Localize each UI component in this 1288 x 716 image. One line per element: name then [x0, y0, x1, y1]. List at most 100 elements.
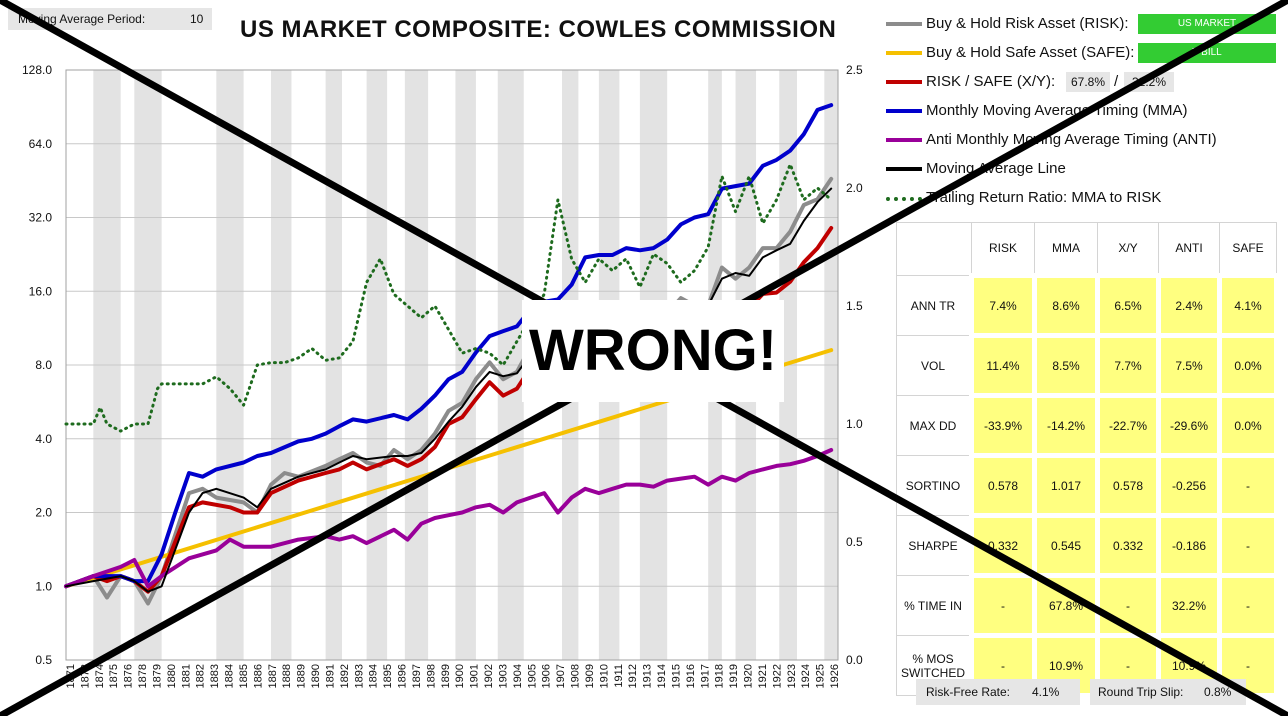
legend-label-anti: Anti Monthly Moving Average Timing (ANTI…	[926, 131, 1217, 148]
x-tick-label: 1889	[296, 664, 308, 688]
x-tick-label: 1895	[382, 664, 394, 688]
y-tick-label: 64.0	[29, 137, 53, 151]
stats-cell: 67.8%	[1032, 573, 1100, 638]
x-tick-label: 1871	[65, 664, 77, 688]
x-tick-label: 1881	[180, 664, 192, 688]
x-tick-label: 1903	[497, 664, 509, 688]
x-tick-label: 1878	[137, 664, 149, 688]
x-tick-label: 1886	[252, 664, 264, 688]
x-tick-label: 1884	[224, 664, 236, 688]
legend-item-ma-line: Moving Average Line	[884, 157, 1284, 181]
x-tick-label: 1914	[656, 664, 668, 688]
stats-header: RISK	[971, 222, 1035, 276]
stats-cell: 32.2%	[1156, 573, 1222, 638]
stats-row: ANN TR 7.4% 8.6% 6.5% 2.4% 4.1%	[896, 273, 1279, 338]
risk-asset-selector[interactable]: US MARKET	[1138, 14, 1276, 34]
x-tick-label: 1918	[714, 664, 726, 688]
stats-cell: -	[1217, 513, 1279, 578]
x-tick-label: 1897	[411, 664, 423, 688]
x-axis-ticks: 1871 1873 1874 1875 1876 1878 1879 1880 1881 1882…	[65, 664, 841, 688]
stats-cell: -14.2%	[1032, 393, 1100, 458]
stats-cell: 0.0%	[1217, 393, 1279, 458]
x-tick-label: 1917	[699, 664, 711, 688]
legend-label-safe: Buy & Hold Safe Asset (SAFE):	[926, 44, 1135, 61]
y2-axis-ticks: 0.0 0.5 1.0 1.5 2.0 2.5	[846, 63, 863, 667]
stats-cell: -	[1095, 573, 1161, 638]
legend-swatch-ma-line	[886, 167, 922, 171]
y-tick-label: 0.5	[35, 653, 52, 667]
legend-label-ma-line: Moving Average Line	[926, 160, 1066, 177]
risk-free-rate-label: Risk-Free Rate:	[926, 685, 1011, 699]
x-tick-label: 1875	[108, 664, 120, 688]
legend-label-risk: Buy & Hold Risk Asset (RISK):	[926, 15, 1129, 32]
y2-tick-label: 1.0	[846, 417, 863, 431]
y-tick-label: 128.0	[22, 63, 52, 77]
stats-cell: -29.6%	[1156, 393, 1222, 458]
safe-weight-field[interactable]: 32.2%	[1124, 72, 1174, 92]
stats-row: VOL 11.4% 8.5% 7.7% 7.5% 0.0%	[896, 333, 1279, 398]
stats-header: X/Y	[1097, 222, 1159, 276]
x-tick-label: 1912	[627, 664, 639, 688]
stats-row-label: ANN TR	[896, 275, 972, 336]
stats-cell: 11.4%	[969, 333, 1037, 398]
round-trip-slip-box: Round Trip Slip: 0.8%	[1090, 679, 1246, 705]
chart-title: US MARKET COMPOSITE: COWLES COMMISSION	[240, 16, 837, 43]
safe-asset-selector[interactable]: T-BILL	[1138, 43, 1276, 63]
stats-cell: 0.0%	[1217, 333, 1279, 398]
stats-corner	[896, 222, 972, 276]
stats-cell: 0.578	[969, 453, 1037, 518]
x-tick-label: 1883	[209, 664, 221, 688]
y-tick-label: 1.0	[35, 579, 52, 593]
stats-row: % TIME IN - 67.8% - 32.2% -	[896, 573, 1279, 638]
stats-header: MMA	[1034, 222, 1098, 276]
x-tick-label: 1876	[123, 664, 135, 688]
stats-cell: 8.5%	[1032, 333, 1100, 398]
stats-row: MAX DD -33.9% -14.2% -22.7% -29.6% 0.0%	[896, 393, 1279, 458]
stats-cell: -	[1217, 573, 1279, 638]
x-tick-label: 1890	[310, 664, 322, 688]
y-tick-label: 16.0	[29, 284, 53, 298]
stats-cell: 4.1%	[1217, 273, 1279, 338]
stats-row-label: MAX DD	[896, 395, 972, 456]
risk-free-rate-value[interactable]: 4.1%	[1032, 685, 1060, 699]
stats-row-label: VOL	[896, 335, 972, 396]
x-tick-label: 1880	[166, 664, 178, 688]
stats-cell: 8.6%	[1032, 273, 1100, 338]
x-tick-label: 1911	[613, 664, 625, 688]
legend-label-xy: RISK / SAFE (X/Y):	[926, 73, 1056, 90]
y2-tick-label: 1.5	[846, 299, 863, 313]
x-tick-label: 1898	[425, 664, 437, 688]
stats-cell: -0.186	[1156, 513, 1222, 578]
stats-cell: -33.9%	[969, 393, 1037, 458]
y2-tick-label: 2.0	[846, 181, 863, 195]
weight-separator: /	[1114, 73, 1119, 90]
stats-cell: 0.578	[1095, 453, 1161, 518]
y-tick-label: 8.0	[35, 358, 52, 372]
x-tick-label: 1910	[598, 664, 610, 688]
x-tick-label: 1915	[670, 664, 682, 688]
x-tick-label: 1919	[728, 664, 740, 688]
x-tick-label: 1874	[94, 664, 106, 688]
y-tick-label: 2.0	[35, 506, 52, 520]
stats-cell: 0.332	[1095, 513, 1161, 578]
x-tick-label: 1908	[570, 664, 582, 688]
risk-weight-field[interactable]: 67.8%	[1066, 72, 1110, 92]
x-tick-label: 1924	[800, 664, 812, 688]
x-tick-label: 1907	[555, 664, 567, 688]
stats-table: RISK MMA X/Y ANTI SAFE ANN TR 7.4% 8.6% …	[896, 222, 1279, 698]
x-tick-label: 1888	[281, 664, 293, 688]
x-tick-label: 1926	[829, 664, 841, 688]
legend-swatch-risk	[886, 22, 922, 26]
x-tick-label: 1899	[440, 664, 452, 688]
stats-header-row: RISK MMA X/Y ANTI SAFE	[896, 222, 1277, 276]
stats-row-label: SORTINO	[896, 455, 972, 516]
x-tick-label: 1921	[757, 664, 769, 688]
legend-item-xy: RISK / SAFE (X/Y): 67.8% / 32.2%	[884, 70, 1284, 94]
x-tick-label: 1925	[815, 664, 827, 688]
legend-item-risk: Buy & Hold Risk Asset (RISK): US MARKET	[884, 12, 1284, 36]
stats-row: SORTINO 0.578 1.017 0.578 -0.256 -	[896, 453, 1279, 518]
round-trip-slip-value[interactable]: 0.8%	[1204, 685, 1232, 699]
x-tick-label: 1905	[526, 664, 538, 688]
x-tick-label: 1900	[454, 664, 466, 688]
y-tick-label: 4.0	[35, 432, 52, 446]
